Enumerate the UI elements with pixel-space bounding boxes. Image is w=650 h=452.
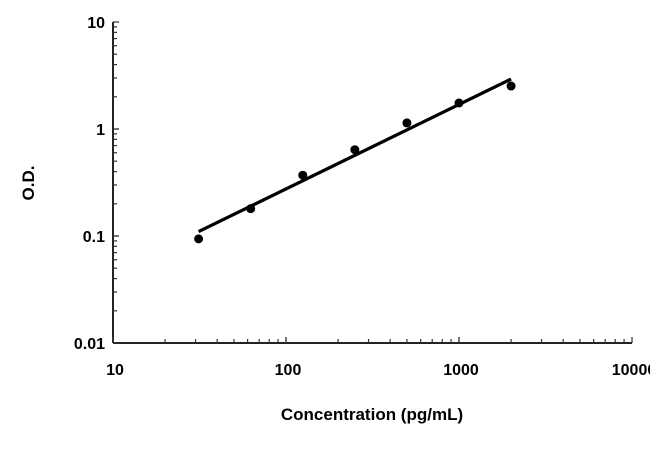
data-point — [298, 170, 308, 180]
data-point — [350, 145, 360, 155]
y-tick-label: 0.01 — [74, 336, 105, 353]
data-point — [194, 234, 204, 244]
x-axis-label: Concentration (pg/mL) — [281, 405, 463, 424]
y-tick-labels: 0.01 0.1 1 10 — [74, 15, 105, 353]
axes — [112, 22, 632, 344]
x-tick-label: 1000 — [443, 362, 479, 379]
fit-line-group — [197, 77, 512, 234]
x-tick-label: 100 — [275, 362, 302, 379]
x-tick-labels: 10 100 1000 10000 — [106, 362, 650, 379]
x-tick-label: 10000 — [612, 362, 650, 379]
y-tick-label: 10 — [87, 15, 105, 32]
data-points — [194, 81, 516, 244]
data-point — [506, 81, 516, 91]
y-tick-label: 1 — [96, 122, 105, 139]
x-tick-label: 10 — [106, 362, 124, 379]
data-point — [246, 204, 256, 214]
data-point — [454, 98, 464, 108]
ticks — [112, 21, 633, 344]
y-axis-label: O.D. — [19, 166, 38, 201]
y-tick-label: 0.1 — [83, 229, 105, 246]
data-point — [402, 118, 412, 128]
fit-line — [197, 77, 512, 234]
